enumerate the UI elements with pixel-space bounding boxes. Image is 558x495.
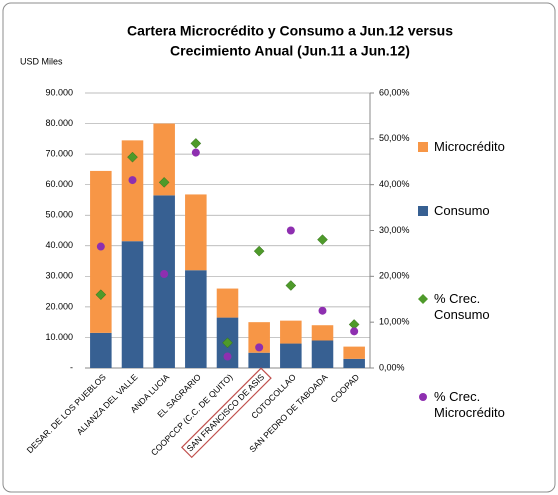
bar — [248, 352, 270, 368]
y2-tick-label: 60,00% — [379, 87, 410, 97]
marker — [255, 343, 264, 352]
marker — [317, 234, 328, 246]
legend-label: Microcrédito — [434, 139, 505, 154]
highlight-box — [181, 367, 272, 459]
y-tick-label: - — [70, 362, 73, 372]
legend-label: % Crec. Consumo — [434, 291, 490, 322]
legend-label: % Crec. Microcrédito — [434, 389, 505, 420]
bar — [343, 358, 365, 368]
bar — [121, 140, 144, 242]
marker — [95, 289, 107, 301]
y-tick-label: 40.000 — [45, 240, 73, 250]
bar — [121, 241, 144, 368]
y2-tick-label: 0,00% — [379, 362, 405, 372]
bar — [153, 195, 175, 368]
marker — [128, 176, 137, 185]
y-tick-label: 30.000 — [45, 271, 73, 281]
marker — [160, 270, 169, 279]
y2-tick-label: 50,00% — [379, 133, 410, 143]
bar — [90, 170, 112, 333]
y2-tick-label: 20,00% — [379, 271, 410, 281]
bar — [185, 270, 207, 368]
y2-tick-label: 30,00% — [379, 225, 410, 235]
bar — [153, 123, 175, 196]
marker — [253, 245, 265, 257]
bar — [90, 332, 112, 368]
bar — [280, 343, 302, 368]
legend-swatch — [418, 206, 428, 216]
bar — [343, 346, 365, 359]
legend-swatch — [419, 393, 427, 401]
bar — [311, 340, 334, 368]
y-tick-label: 50.000 — [45, 210, 73, 220]
y2-tick-label: 10,00% — [379, 317, 410, 327]
marker — [191, 148, 200, 157]
y-tick-label: 60.000 — [45, 179, 73, 189]
legend-swatch — [418, 142, 428, 152]
legend-label: Consumo — [434, 203, 490, 218]
marker — [127, 151, 138, 163]
chart-title: Crecimiento Anual (Jun.11 a Jun.12) — [170, 43, 410, 59]
marker — [96, 242, 105, 251]
y-axis-label: USD Miles — [20, 56, 63, 66]
y2-tick-label: 40,00% — [379, 179, 410, 189]
y-tick-label: 10.000 — [45, 332, 73, 342]
y-tick-label: 70.000 — [45, 148, 73, 158]
bar — [280, 320, 302, 344]
legend-swatch — [418, 294, 428, 304]
bar — [185, 194, 207, 271]
marker — [190, 138, 202, 149]
bar — [216, 288, 239, 318]
y-tick-label: 80.000 — [45, 118, 73, 128]
marker — [350, 327, 359, 336]
marker — [285, 280, 297, 291]
y-tick-label: 20.000 — [45, 301, 73, 311]
y-tick-label: 90.000 — [45, 87, 73, 97]
bar — [248, 322, 270, 353]
chart-title: Cartera Microcrédito y Consumo a Jun.12 … — [127, 23, 453, 39]
marker — [223, 352, 232, 361]
marker — [318, 306, 327, 315]
bar — [311, 325, 334, 341]
marker — [286, 226, 295, 235]
marker — [158, 177, 170, 188]
marker — [222, 337, 233, 349]
